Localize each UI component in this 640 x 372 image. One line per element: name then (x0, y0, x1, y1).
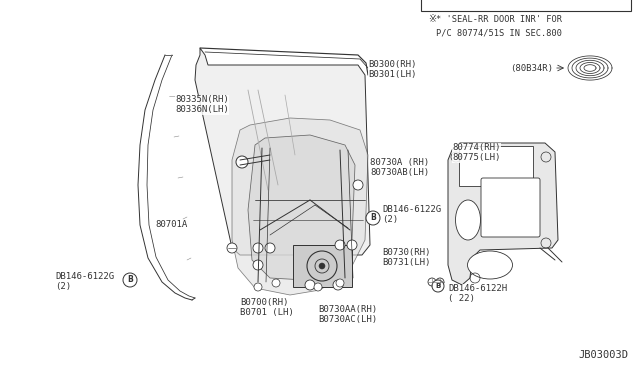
Circle shape (314, 283, 322, 291)
Text: B0730(RH)
B0731(LH): B0730(RH) B0731(LH) (382, 248, 430, 267)
Polygon shape (195, 48, 370, 255)
FancyBboxPatch shape (481, 178, 540, 237)
FancyBboxPatch shape (459, 146, 533, 186)
Circle shape (253, 243, 263, 253)
Circle shape (236, 156, 248, 168)
Circle shape (353, 180, 363, 190)
Circle shape (428, 278, 436, 286)
Circle shape (336, 279, 344, 287)
Polygon shape (248, 135, 355, 280)
Text: B0300(RH)
B0301(LH): B0300(RH) B0301(LH) (368, 60, 417, 79)
Circle shape (432, 280, 444, 292)
Text: DB146-6122G
(2): DB146-6122G (2) (55, 272, 114, 291)
Text: 80335N(RH)
80336N(LH): 80335N(RH) 80336N(LH) (175, 95, 228, 115)
Text: (80B34R): (80B34R) (510, 64, 553, 73)
Circle shape (347, 240, 357, 250)
Text: 80701A: 80701A (155, 220, 188, 229)
Ellipse shape (456, 200, 481, 240)
Circle shape (436, 278, 444, 286)
Text: B0700(RH)
B0701 (LH): B0700(RH) B0701 (LH) (240, 298, 294, 317)
Text: DB146-6122H
( 22): DB146-6122H ( 22) (448, 284, 507, 304)
Text: JB03003D: JB03003D (578, 350, 628, 360)
Text: B: B (370, 214, 376, 222)
Text: 80774(RH)
80775(LH): 80774(RH) 80775(LH) (452, 143, 500, 163)
Circle shape (253, 260, 263, 270)
FancyBboxPatch shape (421, 0, 631, 11)
FancyBboxPatch shape (293, 245, 352, 287)
Circle shape (265, 243, 275, 253)
Text: P/C 80774/51S IN SEC.800: P/C 80774/51S IN SEC.800 (436, 28, 562, 37)
Text: ※: ※ (428, 14, 436, 24)
Polygon shape (448, 143, 558, 285)
Circle shape (305, 280, 315, 290)
Circle shape (333, 280, 343, 290)
Ellipse shape (467, 251, 513, 279)
Circle shape (123, 273, 137, 287)
Text: 80730A (RH)
80730AB(LH): 80730A (RH) 80730AB(LH) (370, 158, 429, 177)
Text: B: B (127, 276, 133, 285)
Circle shape (366, 211, 380, 225)
Polygon shape (232, 118, 368, 295)
Circle shape (319, 263, 325, 269)
Text: DB146-6122G
(2): DB146-6122G (2) (382, 205, 441, 224)
Circle shape (254, 283, 262, 291)
Text: B0730AA(RH)
B0730AC(LH): B0730AA(RH) B0730AC(LH) (318, 305, 377, 324)
Circle shape (227, 243, 237, 253)
Circle shape (335, 240, 345, 250)
Circle shape (272, 279, 280, 287)
Text: * 'SEAL-RR DOOR INR' FOR: * 'SEAL-RR DOOR INR' FOR (436, 15, 562, 24)
Text: B: B (435, 283, 440, 289)
